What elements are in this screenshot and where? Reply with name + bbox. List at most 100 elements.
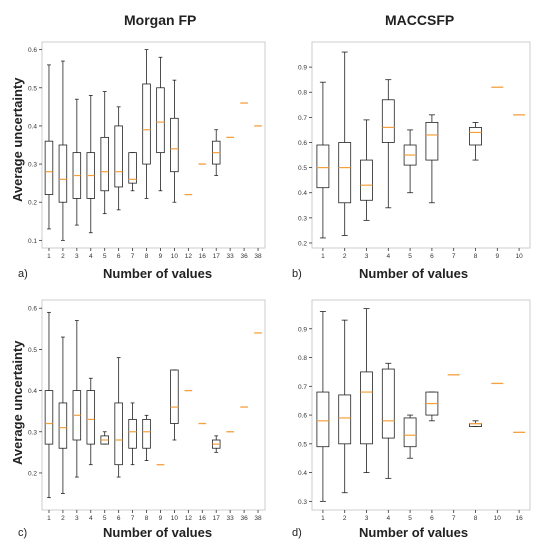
box-iqr [425,121,439,161]
box-8 [469,121,482,161]
box-5 [403,414,417,459]
x-tick-label: 3 [75,253,79,260]
y-tick-label: 0.6 [28,306,37,313]
x-tick-label: 1 [47,515,51,522]
panel-label-b: b) [292,268,302,280]
x-tick-label: 38 [254,253,262,260]
x-tick-label: 16 [199,515,207,522]
x-tick-label: 5 [103,515,107,522]
x-axis-label-c: Number of values [103,525,213,540]
y-tick-label: 0.3 [28,162,37,169]
panel-label-d: d) [292,527,302,539]
plot-frame [41,299,266,511]
box-17 [211,435,221,453]
box-2 [58,336,68,494]
x-tick-label: 10 [171,515,179,522]
x-tick-label: 10 [515,253,523,260]
x-tick-label: 7 [131,515,135,522]
box-iqr [44,390,54,445]
box-6 [425,391,439,422]
y-tick-label: 0.3 [28,429,37,436]
chart-panel-c: 0.20.30.40.50.61 2 3 4 5 6 7 8 9 10 12 16 17 33 36 38 [28,299,266,522]
box-iqr [381,368,395,439]
box-5 [403,129,417,194]
y-tick-label: 0.8 [298,90,307,97]
x-tick-label: 2 [343,515,347,522]
box-8 [142,49,151,199]
box-4 [381,79,395,209]
box-iqr [86,390,96,445]
x-axis-label-b: Number of values [359,266,469,281]
x-tick-label: 8 [145,253,149,260]
box-9 [156,56,165,192]
box-7 [128,402,137,466]
x-tick-label: 4 [89,515,93,522]
x-tick-label: 8 [474,515,478,522]
x-tick-label: 8 [474,253,478,260]
y-tick-label: 0.5 [28,347,37,354]
box-7 [128,152,137,192]
box-8 [469,420,482,427]
x-tick-label: 4 [89,253,93,260]
y-tick-label: 0.9 [298,65,307,72]
x-tick-label: 5 [408,515,412,522]
x-tick-label: 17 [213,515,221,522]
y-tick-label: 0.9 [298,326,307,333]
box-5 [100,431,109,445]
y-tick-label: 0.7 [298,384,307,391]
box-2 [338,319,352,494]
box-2 [338,51,352,236]
x-tick-label: 1 [321,253,325,260]
y-tick-label: 0.5 [28,85,37,92]
x-tick-label: 3 [365,515,369,522]
x-tick-label: 6 [430,515,434,522]
box-iqr [58,144,68,203]
plot-frame [311,299,531,511]
box-4 [86,95,96,234]
box-1 [316,311,330,502]
y-tick-label: 0.7 [298,115,307,122]
x-tick-label: 8 [145,515,149,522]
x-tick-label: 10 [494,515,502,522]
x-tick-label: 4 [386,253,390,260]
x-tick-label: 36 [240,253,248,260]
box-iqr [381,99,395,143]
box-iqr [128,419,137,449]
box-8 [142,414,151,461]
box-4 [381,362,395,479]
x-tick-label: 5 [103,253,107,260]
x-tick-label: 9 [159,515,163,522]
box-iqr [360,371,373,445]
box-iqr [338,142,352,204]
x-tick-label: 7 [131,253,135,260]
chart-panel-a: 0.10.20.30.40.50.61 2 3 4 5 6 7 8 9 10 12 16 17 33 36 3… [28,41,266,260]
box-5 [100,91,109,215]
box-17 [211,129,221,176]
x-axis-label-d: Number of values [359,525,469,540]
x-tick-label: 2 [61,253,65,260]
box-iqr [58,402,68,449]
x-tick-label: 3 [365,253,369,260]
y-tick-label: 0.1 [28,238,37,245]
y-tick-label: 0.5 [298,441,307,448]
box-1 [44,64,54,230]
x-tick-label: 6 [117,515,121,522]
x-tick-label: 36 [240,515,248,522]
morgan-title: Morgan FP [124,12,197,28]
x-axis-label-a: Number of values [103,266,213,281]
y-tick-label: 0.2 [28,200,37,207]
box-iqr [469,127,482,146]
box-iqr [114,125,123,188]
box-iqr [403,417,417,448]
box-3 [72,320,82,478]
y-tick-label: 0.4 [28,123,37,130]
x-tick-label: 3 [75,515,79,522]
box-iqr [156,87,165,154]
plot-frame [311,41,531,249]
x-tick-label: 16 [199,253,207,260]
box-iqr [142,83,151,165]
x-tick-label: 12 [185,253,193,260]
box-10 [170,79,179,203]
box-iqr [44,140,54,195]
box-iqr [316,391,330,448]
